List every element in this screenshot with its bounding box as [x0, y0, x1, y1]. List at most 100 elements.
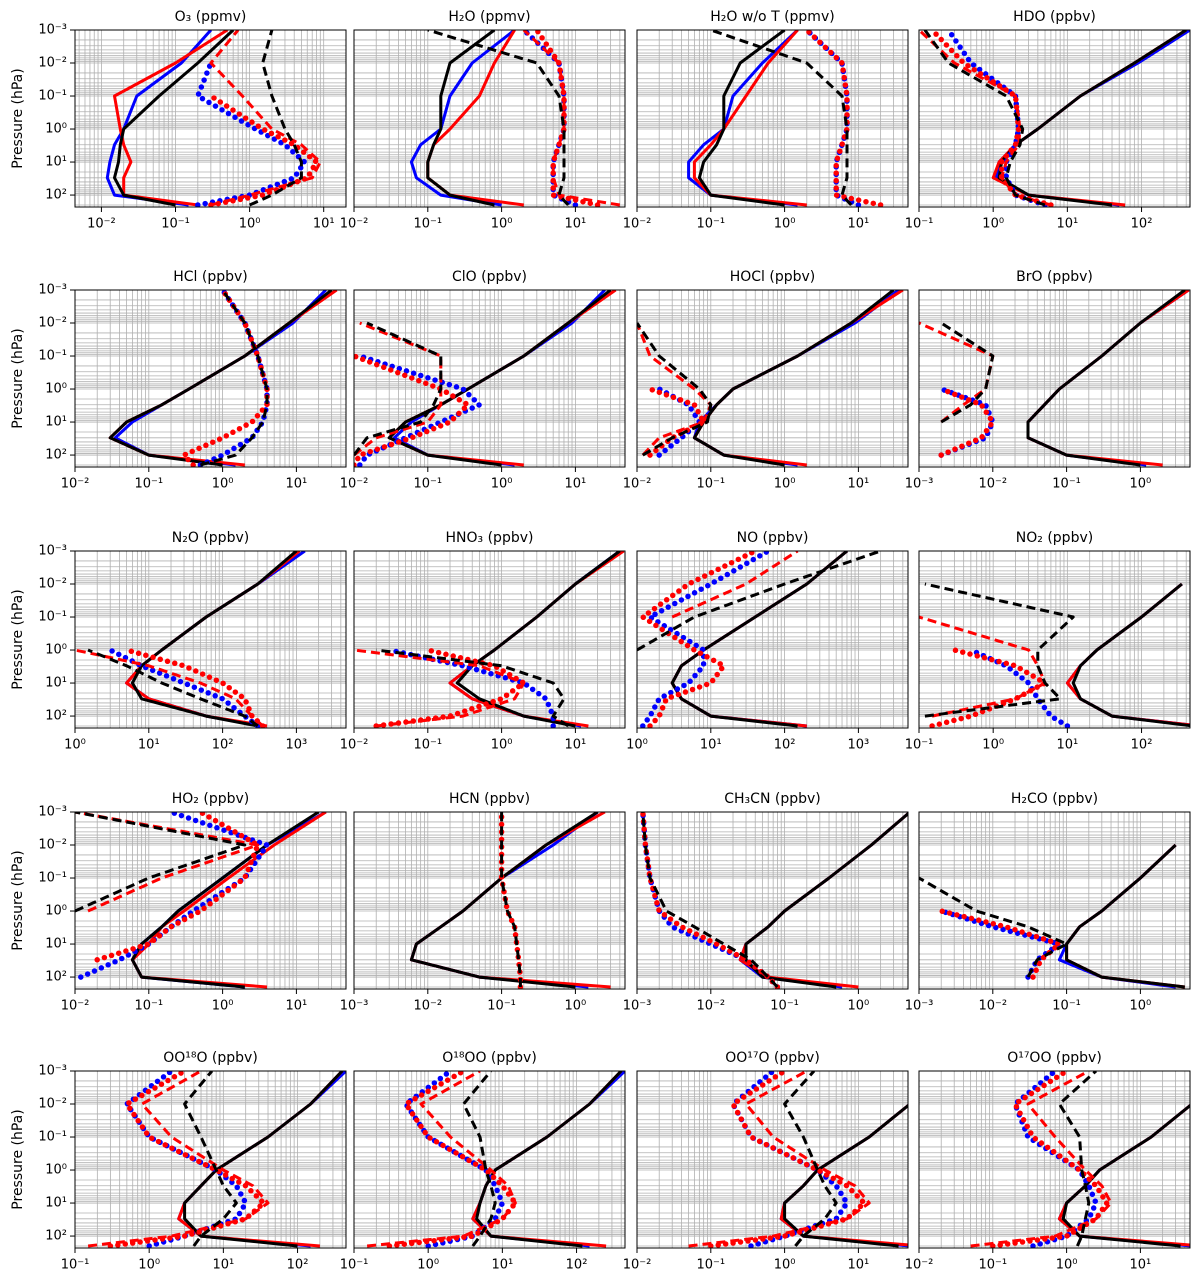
- panel: 10⁻³ 10⁻² 10⁻¹ 10⁰ BrO (ppbv): [905, 269, 1191, 492]
- x-tick-label: 10⁰: [138, 1258, 160, 1273]
- series-line: [637, 551, 882, 652]
- series-line: [500, 812, 522, 987]
- x-tick-label: 10¹: [1056, 738, 1078, 753]
- x-tick-label: 10³: [848, 738, 870, 753]
- panel: 10⁻² 10⁻¹ 10⁰ 10¹ OO¹⁷O (ppbv): [623, 1050, 909, 1273]
- y-tick-label: 10⁻²: [38, 577, 67, 592]
- x-tick-label: 10⁻²: [623, 477, 652, 492]
- x-tick-label: 10⁰: [1130, 999, 1152, 1014]
- x-tick-label: 10⁰: [491, 217, 513, 232]
- series-line: [738, 812, 908, 989]
- x-tick-label: 10²: [774, 738, 796, 753]
- series-line: [183, 1071, 238, 1247]
- x-tick-label: 10⁻¹: [161, 217, 190, 232]
- series-line: [994, 30, 1190, 207]
- panel: 10⁻¹ 10⁰ 10¹ 10² NO₂ (ppbv): [905, 530, 1191, 753]
- y-tick-label: 10¹: [45, 937, 67, 952]
- series-line: [640, 812, 781, 989]
- panel-title: OO¹⁸O (ppbv): [163, 1050, 258, 1066]
- panel: 10⁻² 10⁻¹ 10⁰ 10¹ 10⁻³ 10⁻² 10⁻¹ 10⁰ 10¹ 10² HCl (…: [10, 269, 347, 492]
- series-line: [692, 290, 900, 467]
- plot-frame: [74, 550, 347, 729]
- x-tick-label: 10⁻¹: [905, 217, 934, 232]
- x-tick-label: 10¹: [491, 1258, 513, 1273]
- series-line: [87, 1071, 270, 1248]
- panel: 10⁻³ 10⁻² 10⁻¹ 10⁰ CH₃CN (ppbv): [623, 791, 909, 1014]
- x-tick-label: 10⁻³: [905, 999, 934, 1014]
- panel: 10⁰ 10¹ 10² 10³ 10⁻³ 10⁻² 10⁻¹ 10⁰ 10¹ 10² N₂O (pp…: [10, 530, 347, 753]
- x-tick-label: 10²: [566, 1258, 588, 1273]
- y-tick-label: 10⁻³: [38, 283, 67, 298]
- series-line: [75, 812, 247, 913]
- x-tick-label: 10⁻³: [340, 999, 369, 1014]
- y-tick-label: 10²: [45, 709, 67, 724]
- x-tick-label: 10⁻²: [905, 1258, 934, 1273]
- panel: 10⁻¹ 10⁰ 10¹ 10² 10⁻³ 10⁻² 10⁻¹ 10⁰ 10¹ 10² OO¹⁸O …: [10, 1050, 347, 1273]
- series-group: [108, 290, 338, 467]
- series-line: [105, 30, 213, 207]
- series-line: [113, 30, 235, 207]
- series-line: [426, 30, 496, 207]
- x-tick-label: 10⁰: [774, 217, 796, 232]
- x-tick-label: 10²: [212, 738, 234, 753]
- panel-title: HCN (ppbv): [449, 791, 530, 807]
- x-tick-label: 10³: [286, 738, 308, 753]
- series-group: [688, 1071, 908, 1248]
- series-group: [919, 30, 1190, 207]
- series-group: [366, 1071, 625, 1248]
- y-tick-label: 10⁻²: [38, 838, 67, 853]
- series-line: [647, 386, 707, 458]
- x-tick-label: 10⁻²: [61, 999, 90, 1014]
- x-tick-label: 10⁻²: [978, 999, 1007, 1014]
- series-line: [1057, 1103, 1190, 1247]
- panel-title: BrO (ppbv): [1016, 269, 1093, 285]
- panel: 10⁻² 10⁻¹ 10⁰ 10¹ 10⁻³ 10⁻² 10⁻¹ 10⁰ 10¹ 10² HO₂ (…: [10, 791, 347, 1014]
- series-line: [183, 1071, 344, 1248]
- panel-title: HOCl (ppbv): [730, 269, 816, 285]
- y-tick-label: 10⁻³: [38, 1064, 67, 1079]
- y-tick-label: 10⁻²: [38, 56, 67, 71]
- x-tick-label: 10⁻³: [905, 477, 934, 492]
- x-tick-label: 10⁰: [565, 999, 587, 1014]
- series-line: [366, 1071, 517, 1248]
- x-tick-label: 10⁰: [1056, 1258, 1078, 1273]
- series-group: [687, 30, 884, 207]
- series-line: [640, 551, 758, 728]
- panel: 10⁻² 10⁻¹ 10⁰ 10¹ 10⁻³ 10⁻² 10⁻¹ 10⁰ 10¹ 10² O₃ (p…: [10, 9, 347, 232]
- series-line: [1026, 290, 1186, 467]
- y-tick-label: 10¹: [45, 415, 67, 430]
- x-tick-label: 10⁰: [491, 477, 513, 492]
- series-line: [409, 812, 611, 989]
- y-tick-label: 10⁻¹: [38, 871, 67, 886]
- series-line: [997, 30, 1188, 207]
- x-tick-label: 10⁻²: [61, 477, 90, 492]
- x-tick-label: 10⁰: [212, 999, 234, 1014]
- series-line: [929, 30, 1054, 207]
- series-line: [990, 1071, 1110, 1248]
- plot-frame: [74, 1070, 347, 1249]
- x-tick-label: 10¹: [212, 1258, 234, 1273]
- panel-title: NO (ppbv): [737, 530, 809, 546]
- panel-title: CH₃CN (ppbv): [724, 791, 820, 807]
- series-line: [730, 1071, 850, 1248]
- series-group: [640, 812, 908, 989]
- series-line: [107, 647, 261, 728]
- plot-frame: [353, 289, 626, 468]
- x-tick-label: 10⁻¹: [134, 477, 163, 492]
- series-line: [409, 812, 599, 989]
- series-group: [75, 812, 327, 989]
- panel: 10⁻² 10⁻¹ 10⁰ 10¹ ClO (ppbv): [340, 269, 626, 492]
- series-line: [409, 30, 516, 207]
- series-line: [804, 30, 884, 207]
- y-tick-label: 10⁻¹: [38, 89, 67, 104]
- x-tick-label: 10⁻²: [696, 999, 725, 1014]
- panel-title: NO₂ (ppbv): [1016, 530, 1093, 546]
- x-tick-label: 10⁻¹: [696, 217, 725, 232]
- panel-title: HNO₃ (ppbv): [446, 530, 534, 546]
- panel-title: O¹⁷OO (ppbv): [1007, 1050, 1102, 1066]
- x-tick-label: 10⁰: [626, 738, 648, 753]
- series-line: [427, 30, 570, 207]
- x-tick-label: 10⁻¹: [413, 738, 442, 753]
- series-line: [924, 582, 1075, 718]
